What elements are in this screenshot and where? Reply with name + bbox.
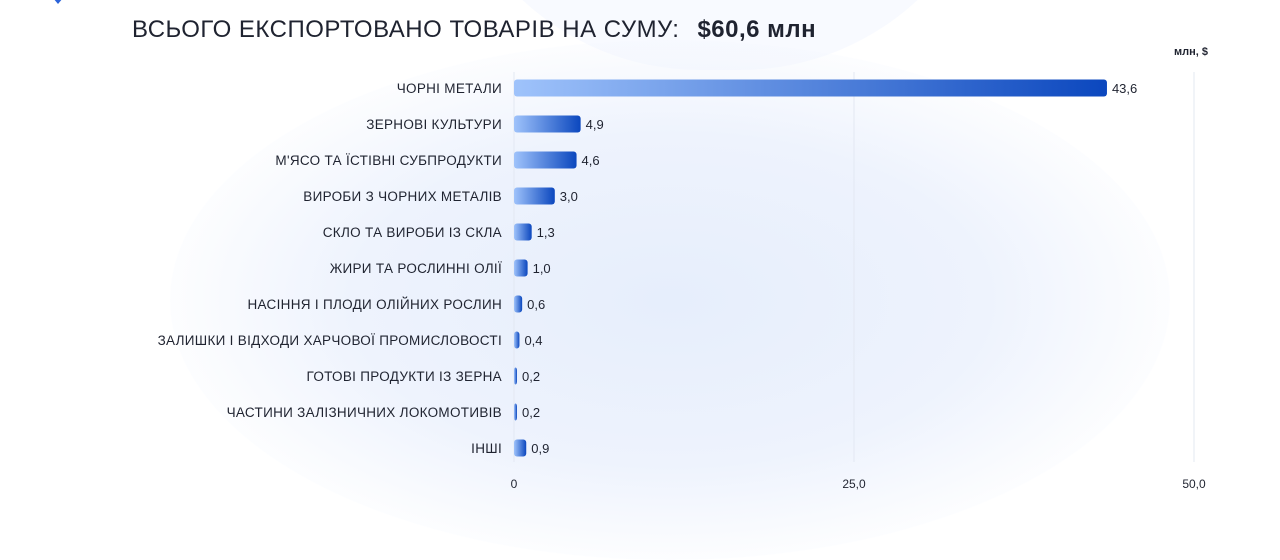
bar	[514, 439, 527, 457]
bar	[514, 403, 517, 421]
bars-layer	[514, 79, 1107, 457]
value-label: 3,0	[560, 189, 578, 204]
value-label: 0,4	[524, 333, 542, 348]
category-label: М'ЯСО ТА ЇСТІВНІ СУБПРОДУКТИ	[275, 153, 502, 168]
value-label: 4,9	[586, 117, 604, 132]
bar	[514, 295, 523, 313]
value-label: 0,9	[531, 441, 549, 456]
bar	[514, 331, 520, 349]
unit-label: млн, $	[1174, 46, 1208, 58]
bar	[514, 115, 581, 133]
chart-title-text: ВСЬОГО ЕКСПОРТОВАНО ТОВАРІВ НА СУМУ:	[132, 16, 680, 43]
value-label: 0,2	[522, 405, 540, 420]
value-label: 0,2	[522, 369, 540, 384]
category-label: ЧАСТИНИ ЗАЛІЗНИЧНИХ ЛОКОМОТИВІВ	[227, 405, 502, 420]
bar	[514, 259, 528, 277]
bar-chart: ЧОРНІ МЕТАЛИ 43,6 ЗЕРНОВІ КУЛЬТУРИ 4,9 М'ЯСО…	[158, 72, 1206, 491]
x-tick-label: 0	[511, 477, 518, 491]
category-label: ГОТОВІ ПРОДУКТИ ІЗ ЗЕРНА	[306, 369, 502, 384]
x-tick-label: 25,0	[842, 477, 866, 491]
bar	[514, 223, 532, 241]
value-label: 4,6	[582, 153, 600, 168]
category-label: ЗЕРНОВІ КУЛЬТУРИ	[366, 117, 502, 132]
ticks-layer: 0 25,0 50,0	[511, 477, 1206, 491]
category-label: ВИРОБИ З ЧОРНИХ МЕТАЛІВ	[303, 189, 502, 204]
background-glow	[170, 40, 1170, 560]
labels-layer: ЧОРНІ МЕТАЛИ 43,6 ЗЕРНОВІ КУЛЬТУРИ 4,9 М'ЯСО…	[158, 81, 1138, 456]
category-label: ЗАЛИШКИ І ВІДХОДИ ХАРЧОВОЇ ПРОМИСЛОВОСТІ	[158, 333, 502, 348]
value-label: 43,6	[1112, 81, 1137, 96]
bar	[514, 187, 555, 205]
category-label: ЧОРНІ МЕТАЛИ	[397, 81, 502, 96]
bar	[514, 367, 517, 385]
x-tick-label: 50,0	[1182, 477, 1206, 491]
value-label: 1,0	[533, 261, 551, 276]
category-label: СКЛО ТА ВИРОБИ ІЗ СКЛА	[323, 225, 502, 240]
category-label: ІНШІ	[471, 441, 502, 456]
value-label: 0,6	[527, 297, 545, 312]
bar	[514, 79, 1107, 97]
logo-icon	[48, 0, 68, 4]
chart-title: ВСЬОГО ЕКСПОРТОВАНО ТОВАРІВ НА СУМУ: $60,…	[132, 16, 816, 44]
category-label: НАСІННЯ І ПЛОДИ ОЛІЙНИХ РОСЛИН	[247, 297, 502, 312]
grid-layer	[513, 72, 1195, 462]
chart-title-amount: $60,6 млн	[697, 16, 817, 43]
bar	[514, 151, 577, 169]
category-label: ЖИРИ ТА РОСЛИННІ ОЛІЇ	[330, 261, 502, 276]
value-label: 1,3	[537, 225, 555, 240]
